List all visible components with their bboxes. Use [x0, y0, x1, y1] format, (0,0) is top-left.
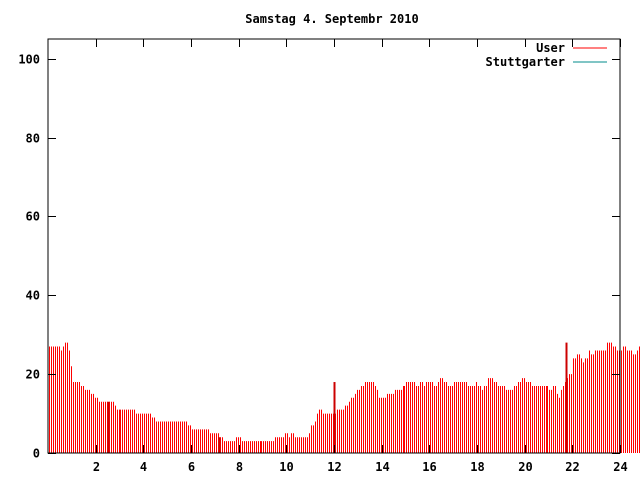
- x-tick-label: 10: [279, 460, 293, 474]
- x-tick-label: 22: [565, 460, 579, 474]
- x-tick-label: 8: [236, 460, 243, 474]
- x-axis: 2 4 6 8 10 12 14 16 18 20 22 24: [93, 39, 628, 474]
- y-tick-label: 60: [26, 210, 40, 224]
- legend-label-stuttgarter: Stuttgarter: [486, 55, 565, 69]
- highlight-markers-layer: [107, 342, 568, 453]
- x-tick-label: 18: [470, 460, 484, 474]
- x-tick-label: 4: [140, 460, 147, 474]
- x-tick-label: 12: [327, 460, 341, 474]
- y-tick-label: 100: [18, 53, 40, 67]
- chart-title: Samstag 4. Septembr 2010: [245, 12, 418, 26]
- x-tick-label: 2: [93, 460, 100, 474]
- x-tick-label: 20: [518, 460, 532, 474]
- y-tick-label: 20: [26, 368, 40, 382]
- y-axis: 0 20 40 60 80 100: [18, 53, 620, 461]
- x-tick-label: 16: [422, 460, 436, 474]
- legend-label-user: User: [536, 41, 565, 55]
- y-tick-label: 40: [26, 289, 40, 303]
- x-tick-label: 24: [613, 460, 627, 474]
- x-tick-label: 6: [188, 460, 195, 474]
- y-tick-label: 0: [33, 447, 40, 461]
- bars-layer: [49, 342, 640, 453]
- legend: User Stuttgarter: [486, 41, 607, 69]
- x-tick-label: 14: [375, 460, 389, 474]
- y-tick-label: 80: [26, 132, 40, 146]
